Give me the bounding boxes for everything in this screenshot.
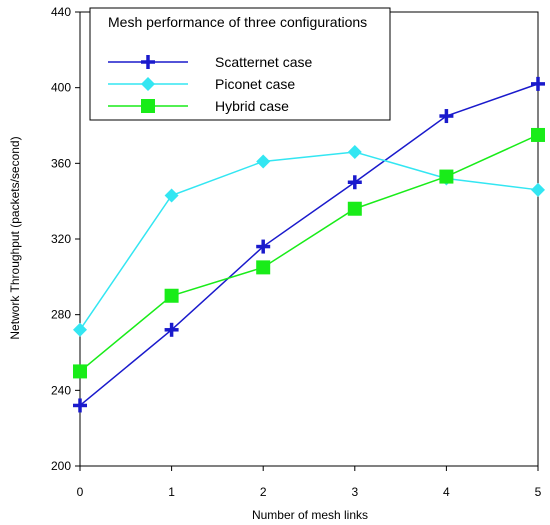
data-point [531, 182, 545, 197]
legend-label: Scatternet case [215, 54, 312, 70]
y-tick-label: 440 [51, 5, 71, 19]
data-point [73, 364, 87, 379]
x-tick-label: 1 [168, 485, 175, 499]
data-point [531, 127, 545, 142]
y-tick-label: 280 [51, 308, 71, 322]
data-point [256, 154, 271, 169]
y-tick-label: 400 [51, 81, 71, 95]
x-axis-title: Number of mesh links [252, 508, 368, 522]
data-point [164, 288, 179, 303]
series-scatternet-case [73, 76, 545, 413]
legend: Mesh performance of three configurations… [89, 7, 391, 121]
legend-label: Piconet case [215, 76, 295, 92]
legend-label: Hybrid case [215, 98, 289, 114]
y-tick-label: 200 [51, 459, 71, 473]
series-layer [73, 76, 545, 413]
series-piconet-case [73, 144, 545, 337]
x-tick-label: 2 [260, 485, 267, 499]
legend-marker [141, 99, 155, 113]
data-point [73, 398, 87, 413]
data-point [256, 260, 271, 275]
data-point [164, 322, 179, 337]
legend-marker [141, 55, 155, 69]
series-line [79, 134, 539, 372]
data-point [531, 76, 545, 91]
x-tick-label: 0 [77, 485, 84, 499]
legend-box [89, 7, 391, 121]
data-point [164, 188, 179, 203]
legend-title: Mesh performance of three configurations [108, 14, 367, 30]
y-axis-title: Network Throughput (packets/second) [8, 136, 22, 339]
data-point [439, 109, 454, 124]
data-point [256, 239, 271, 254]
x-tick-label: 4 [443, 485, 450, 499]
data-point [347, 175, 362, 190]
data-point [439, 169, 454, 184]
y-tick-label: 360 [51, 156, 71, 170]
y-tick-label: 320 [51, 232, 71, 246]
axes: 0 1 2 3 4 5 200 240 280 320 360 400 440 [51, 5, 542, 499]
data-point [73, 322, 87, 337]
series-line [79, 151, 539, 331]
legend-marker [141, 77, 155, 91]
y-tick-label: 240 [51, 383, 71, 397]
data-point [347, 144, 362, 159]
x-tick-label: 5 [535, 485, 542, 499]
data-point [347, 201, 362, 216]
x-tick-label: 3 [351, 485, 358, 499]
series-line [79, 83, 539, 407]
series-hybrid-case [73, 127, 545, 379]
